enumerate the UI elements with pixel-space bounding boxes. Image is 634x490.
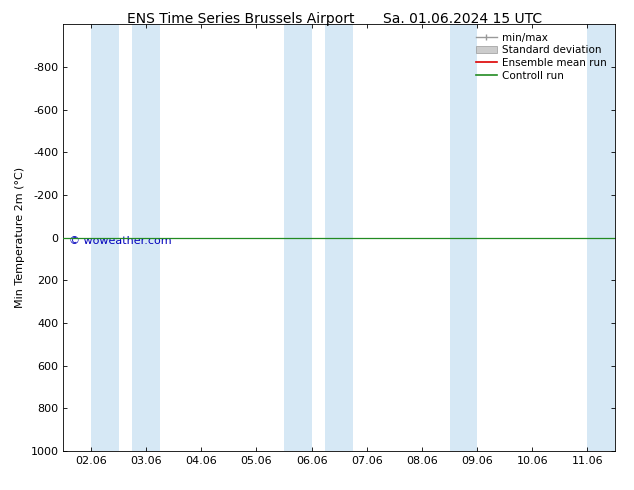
Bar [450,24,477,451]
Legend: min/max, Standard deviation, Ensemble mean run, Controll run: min/max, Standard deviation, Ensemble me… [473,30,610,84]
Text: © woweather.com: © woweather.com [69,236,172,245]
Bar [588,24,615,451]
Bar [133,24,160,451]
Bar [91,24,119,451]
Y-axis label: Min Temperature 2m (°C): Min Temperature 2m (°C) [15,167,25,308]
Bar [284,24,312,451]
Text: Sa. 01.06.2024 15 UTC: Sa. 01.06.2024 15 UTC [384,12,542,26]
Bar [325,24,353,451]
Text: ENS Time Series Brussels Airport: ENS Time Series Brussels Airport [127,12,354,26]
